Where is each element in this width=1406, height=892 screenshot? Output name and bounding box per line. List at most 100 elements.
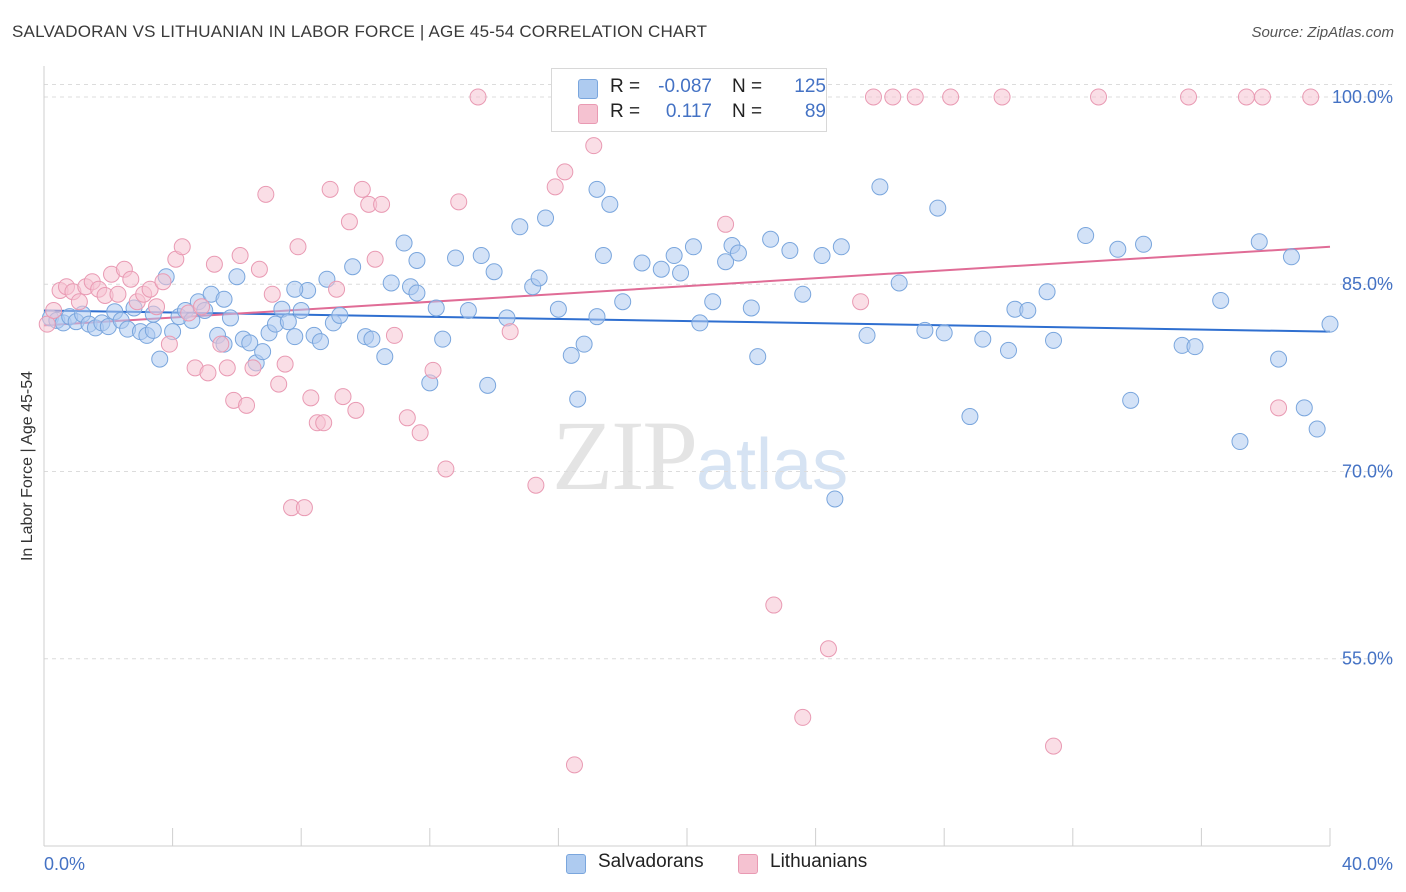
lithuanian-point bbox=[717, 215, 735, 233]
salvadoran-point bbox=[530, 269, 548, 287]
salvadoran-point bbox=[151, 350, 169, 368]
legend-r-value: 0.117 bbox=[665, 101, 712, 122]
y-tick-label: 85.0% bbox=[1342, 274, 1393, 294]
salvadoran-point bbox=[376, 348, 394, 366]
lithuanian-point bbox=[852, 293, 870, 311]
salvadoran-point bbox=[1109, 240, 1127, 258]
axes bbox=[43, 66, 1331, 847]
bottom-legend-swatch-blue bbox=[566, 854, 586, 874]
lithuanian-point bbox=[1270, 399, 1288, 417]
salvadoran-point bbox=[704, 293, 722, 311]
lithuanian-point bbox=[38, 315, 56, 333]
salvadoran-point bbox=[1038, 283, 1056, 301]
salvadoran-point bbox=[601, 195, 619, 213]
salvadoran-point bbox=[1019, 301, 1037, 319]
salvadoran-point bbox=[511, 218, 529, 236]
salvadoran-point bbox=[832, 238, 850, 256]
lithuanian-point bbox=[884, 88, 902, 106]
lithuanian-point bbox=[819, 640, 837, 658]
source-label: Source: ZipAtlas.com bbox=[1251, 24, 1394, 41]
lithuanian-point bbox=[794, 708, 812, 726]
legend-r-label: R = bbox=[610, 76, 641, 97]
salvadoran-point bbox=[588, 180, 606, 198]
lithuanian-point bbox=[353, 180, 371, 198]
lithuanian-point bbox=[270, 375, 288, 393]
salvadoran-point bbox=[485, 263, 503, 281]
lithuanian-point bbox=[993, 88, 1011, 106]
lithuanian-point bbox=[244, 359, 262, 377]
lithuanian-point bbox=[556, 163, 574, 181]
lithuanian-point bbox=[173, 238, 191, 256]
lithuanian-point bbox=[942, 88, 960, 106]
data-points bbox=[38, 88, 1339, 774]
lithuanian-point bbox=[315, 414, 333, 432]
salvadoran-point bbox=[749, 348, 767, 366]
lithuanian-point bbox=[154, 273, 172, 291]
salvadoran-point bbox=[549, 300, 567, 318]
salvadoran-point bbox=[241, 334, 259, 352]
lithuanian-point bbox=[424, 361, 442, 379]
lithuanian-point bbox=[366, 250, 384, 268]
lithuanian-point bbox=[565, 756, 583, 774]
lithuanian-point bbox=[334, 388, 352, 406]
salvadoran-point bbox=[633, 254, 651, 272]
salvadoran-point bbox=[588, 308, 606, 326]
legend-r-label: R = bbox=[610, 101, 641, 122]
salvadoran-point bbox=[331, 306, 349, 324]
y-tick-label: 70.0% bbox=[1342, 461, 1393, 481]
lithuanian-point bbox=[450, 193, 468, 211]
salvadoran-point bbox=[434, 330, 452, 348]
lithuanian-point bbox=[276, 355, 294, 373]
lithuanian-point bbox=[205, 255, 223, 273]
lithuanian-point bbox=[109, 285, 127, 303]
salvadoran-point bbox=[781, 242, 799, 260]
salvadoran-point bbox=[459, 301, 477, 319]
lithuanian-point bbox=[199, 364, 217, 382]
lithuanian-point bbox=[141, 280, 159, 298]
lithuanian-point bbox=[765, 596, 783, 614]
lithuanian-point bbox=[328, 280, 346, 298]
salvadoran-trend-line bbox=[43, 309, 1331, 333]
lithuanian-point bbox=[231, 247, 249, 265]
salvadoran-point bbox=[479, 376, 497, 394]
bottom-legend-swatch-pink bbox=[738, 854, 758, 874]
legend-r-value: -0.087 bbox=[658, 76, 712, 97]
salvadoran-point bbox=[228, 268, 246, 286]
salvadoran-point bbox=[1321, 315, 1339, 333]
watermark: ZIPatlas bbox=[552, 398, 848, 513]
lithuanian-point bbox=[321, 180, 339, 198]
lithuanian-point bbox=[122, 270, 140, 288]
salvadoran-point bbox=[279, 313, 297, 331]
trend-lines bbox=[43, 245, 1331, 333]
lithuanian-point bbox=[70, 293, 88, 311]
salvadoran-point bbox=[672, 264, 690, 282]
lithuanian-point bbox=[373, 195, 391, 213]
salvadoran-point bbox=[762, 230, 780, 248]
lithuanian-point bbox=[212, 335, 230, 353]
salvadoran-point bbox=[691, 314, 709, 332]
salvadoran-point bbox=[311, 333, 329, 351]
legend-swatch-blue bbox=[578, 79, 598, 99]
lithuanian-point bbox=[1045, 737, 1063, 755]
salvadoran-point bbox=[292, 301, 310, 319]
salvadoran-point bbox=[221, 309, 239, 327]
lithuanian-point bbox=[218, 359, 236, 377]
salvadoran-point bbox=[408, 284, 426, 302]
salvadoran-point bbox=[382, 274, 400, 292]
lithuanian-point bbox=[437, 460, 455, 478]
tick-labels: 55.0% 70.0% 85.0% 100.0% 0.0% 40.0% bbox=[44, 87, 1393, 874]
salvadoran-point bbox=[537, 209, 555, 227]
salvadoran-point bbox=[575, 335, 593, 353]
lithuanian-point bbox=[347, 401, 365, 419]
lithuanian-point bbox=[160, 335, 178, 353]
lithuanian-point bbox=[546, 178, 564, 196]
salvadoran-point bbox=[826, 490, 844, 508]
salvadoran-point bbox=[1295, 399, 1313, 417]
lithuanian-point bbox=[469, 88, 487, 106]
bottom-legend-label: Salvadorans bbox=[598, 851, 704, 872]
stats-legend: R = -0.087 N = 125 R = 0.117 N = 89 bbox=[551, 68, 827, 132]
lithuanian-point bbox=[501, 323, 519, 341]
lithuanian-point bbox=[45, 301, 63, 319]
lithuanian-point bbox=[864, 88, 882, 106]
legend-n-label: N = bbox=[732, 76, 763, 97]
